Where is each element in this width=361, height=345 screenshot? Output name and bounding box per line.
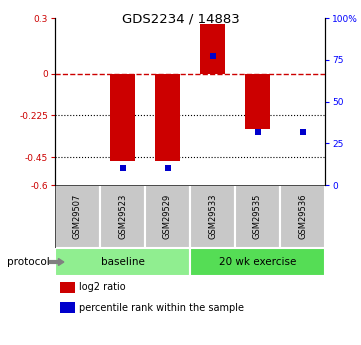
Bar (235, 185, 280, 248)
Bar (60, 303, 75, 313)
Text: GSM29523: GSM29523 (118, 194, 127, 239)
Text: percentile rank within the sample: percentile rank within the sample (79, 303, 244, 313)
Bar (60, 282, 75, 293)
Bar (190, 185, 235, 248)
Text: GSM29533: GSM29533 (208, 194, 217, 239)
Bar (110, 74, 135, 161)
Text: log2 ratio: log2 ratio (79, 282, 126, 292)
Text: protocol: protocol (6, 257, 49, 267)
Text: 20 wk exercise: 20 wk exercise (219, 257, 296, 267)
Bar (55, 185, 100, 248)
Bar (100, 185, 145, 248)
Text: baseline: baseline (101, 257, 144, 267)
Bar (55, 248, 190, 276)
Bar (155, 74, 180, 161)
Bar (280, 185, 325, 248)
Text: GSM29507: GSM29507 (73, 194, 82, 239)
Text: GSM29536: GSM29536 (298, 194, 307, 239)
Text: GSM29529: GSM29529 (163, 194, 172, 239)
Bar (245, 74, 270, 129)
Text: GSM29535: GSM29535 (253, 194, 262, 239)
Text: GDS2234 / 14883: GDS2234 / 14883 (122, 12, 239, 25)
Bar (200, 23, 225, 74)
Bar (190, 248, 325, 276)
Bar (145, 185, 190, 248)
